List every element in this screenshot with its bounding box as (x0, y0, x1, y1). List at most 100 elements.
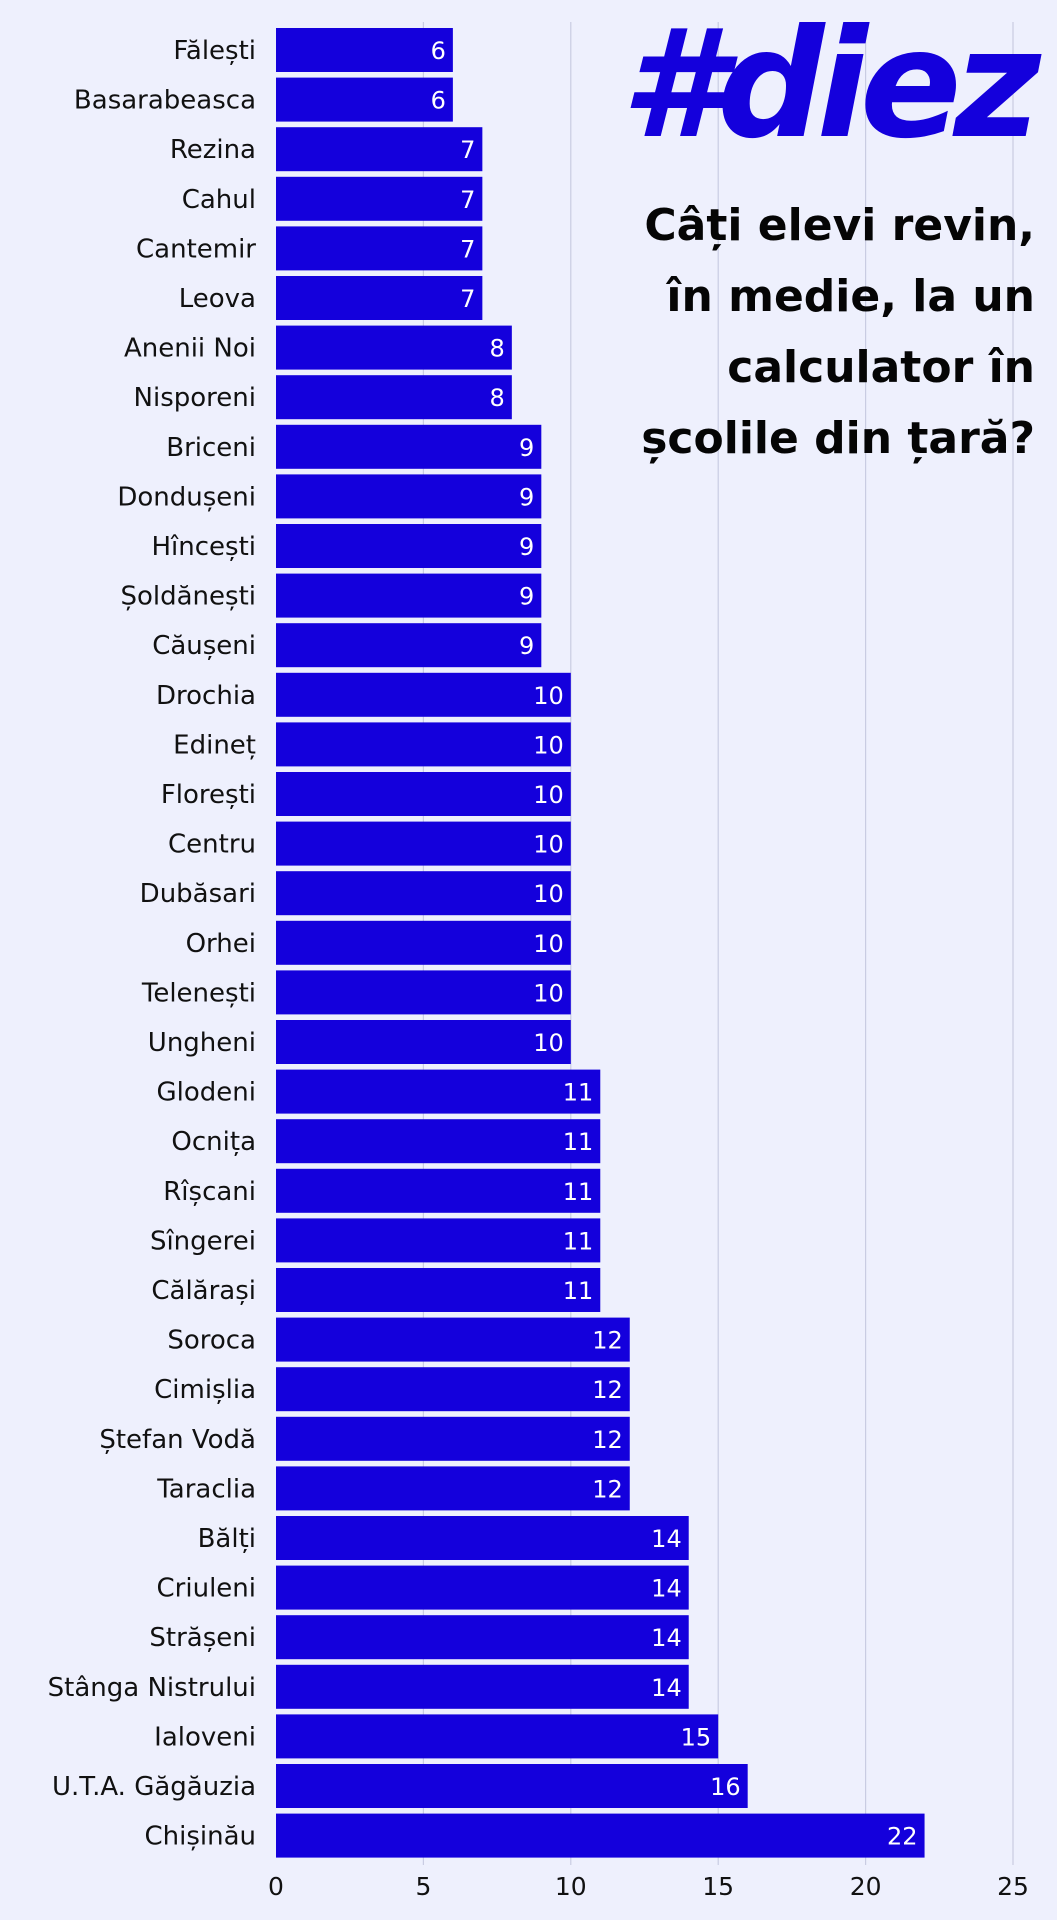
bar (276, 1664, 689, 1709)
value-label: 10 (533, 1029, 564, 1057)
value-label: 9 (519, 632, 534, 660)
bar (276, 722, 571, 767)
value-label: 10 (533, 781, 564, 809)
bar (276, 176, 483, 221)
category-label: Sîngerei (150, 1226, 256, 1256)
value-labels: 6677778899999101010101010101011111111111… (431, 37, 918, 1851)
category-label: Briceni (166, 433, 256, 463)
category-label: Cimișlia (154, 1375, 256, 1405)
category-label: Ocnița (171, 1127, 256, 1157)
category-label: Bălți (198, 1524, 256, 1554)
category-label: Nisporeni (134, 383, 256, 413)
bar (276, 226, 483, 271)
category-label: Chișinău (144, 1822, 256, 1852)
bar (276, 871, 571, 916)
chart-title: Câți elevi revin, în medie, la un calcul… (641, 200, 1035, 464)
bar (276, 1119, 601, 1164)
bar (276, 524, 542, 568)
bar (276, 276, 483, 320)
value-label: 11 (563, 1277, 594, 1305)
value-label: 10 (533, 731, 564, 759)
category-label: Stânga Nistrului (48, 1673, 256, 1703)
value-label: 14 (651, 1674, 682, 1702)
value-label: 7 (460, 186, 475, 214)
bar (276, 474, 542, 519)
bar (276, 1764, 748, 1808)
value-label: 11 (563, 1079, 594, 1107)
value-label: 10 (533, 979, 564, 1007)
category-label: Criuleni (157, 1574, 256, 1604)
bar (276, 424, 542, 469)
bar (276, 772, 571, 816)
bar (276, 28, 453, 72)
category-label: Călărași (151, 1276, 256, 1306)
value-label: 9 (519, 583, 534, 611)
bar (276, 1615, 689, 1660)
value-label: 9 (519, 483, 534, 511)
bar (276, 375, 512, 420)
value-label: 7 (460, 285, 475, 313)
bar (276, 1714, 719, 1759)
category-label: Florești (161, 780, 256, 810)
bar (276, 1268, 601, 1312)
value-label: 11 (563, 1227, 594, 1255)
value-label: 12 (592, 1426, 623, 1454)
category-label: Ungheni (148, 1028, 256, 1058)
value-label: 10 (533, 682, 564, 710)
value-label: 7 (460, 136, 475, 164)
category-label: Fălești (173, 36, 256, 66)
value-label: 15 (681, 1723, 712, 1751)
category-label: Telenești (141, 978, 256, 1008)
x-tick-label: 0 (268, 1872, 284, 1901)
value-label: 14 (651, 1525, 682, 1553)
category-label: U.T.A. Găgăuzia (52, 1772, 256, 1802)
value-label: 11 (563, 1128, 594, 1156)
x-tick-label: 5 (415, 1872, 431, 1901)
value-label: 12 (592, 1475, 623, 1503)
category-label: Basarabeasca (74, 86, 256, 116)
bar (276, 1069, 601, 1114)
value-label: 10 (533, 880, 564, 908)
bars (276, 28, 925, 1858)
value-label: 12 (592, 1327, 623, 1355)
category-label: Dubăsari (140, 879, 256, 909)
bar (276, 127, 483, 172)
bar (276, 1218, 601, 1263)
bar (276, 1813, 925, 1858)
value-label: 9 (519, 533, 534, 561)
category-label: Anenii Noi (124, 334, 256, 364)
category-labels: Fălești Basarabeasca Rezina Cahul Cantemir Le… (48, 36, 257, 1852)
category-label: Ștefan Vodă (99, 1425, 256, 1455)
x-tick-label: 15 (702, 1872, 734, 1901)
value-label: 14 (651, 1575, 682, 1603)
bar (276, 1516, 689, 1560)
x-axis-ticks: 0 5 10 15 20 25 (268, 1872, 1029, 1901)
category-label: Soroca (167, 1326, 256, 1356)
value-label: 12 (592, 1376, 623, 1404)
category-label: Cantemir (136, 234, 256, 264)
category-label: Cahul (182, 185, 256, 215)
bar (276, 1466, 630, 1511)
value-label: 16 (710, 1773, 741, 1801)
value-label: 10 (533, 930, 564, 958)
category-label: Căușeni (152, 631, 256, 661)
category-label: Șoldănești (120, 582, 256, 612)
x-tick-label: 25 (997, 1872, 1029, 1901)
value-label: 22 (887, 1823, 918, 1851)
category-label: Leova (179, 284, 256, 314)
bar (276, 970, 571, 1015)
value-label: 14 (651, 1624, 682, 1652)
value-label: 10 (533, 831, 564, 859)
bar (276, 1565, 689, 1610)
category-label: Hîncești (151, 532, 256, 562)
bar (276, 920, 571, 965)
value-label: 9 (519, 434, 534, 462)
value-label: 8 (490, 335, 505, 363)
bar (276, 1020, 571, 1064)
brand-logo: #diez (620, 0, 1041, 172)
value-label: 6 (431, 37, 446, 65)
category-label: Drochia (156, 681, 256, 711)
bar (276, 77, 453, 122)
category-label: Dondușeni (117, 482, 256, 512)
